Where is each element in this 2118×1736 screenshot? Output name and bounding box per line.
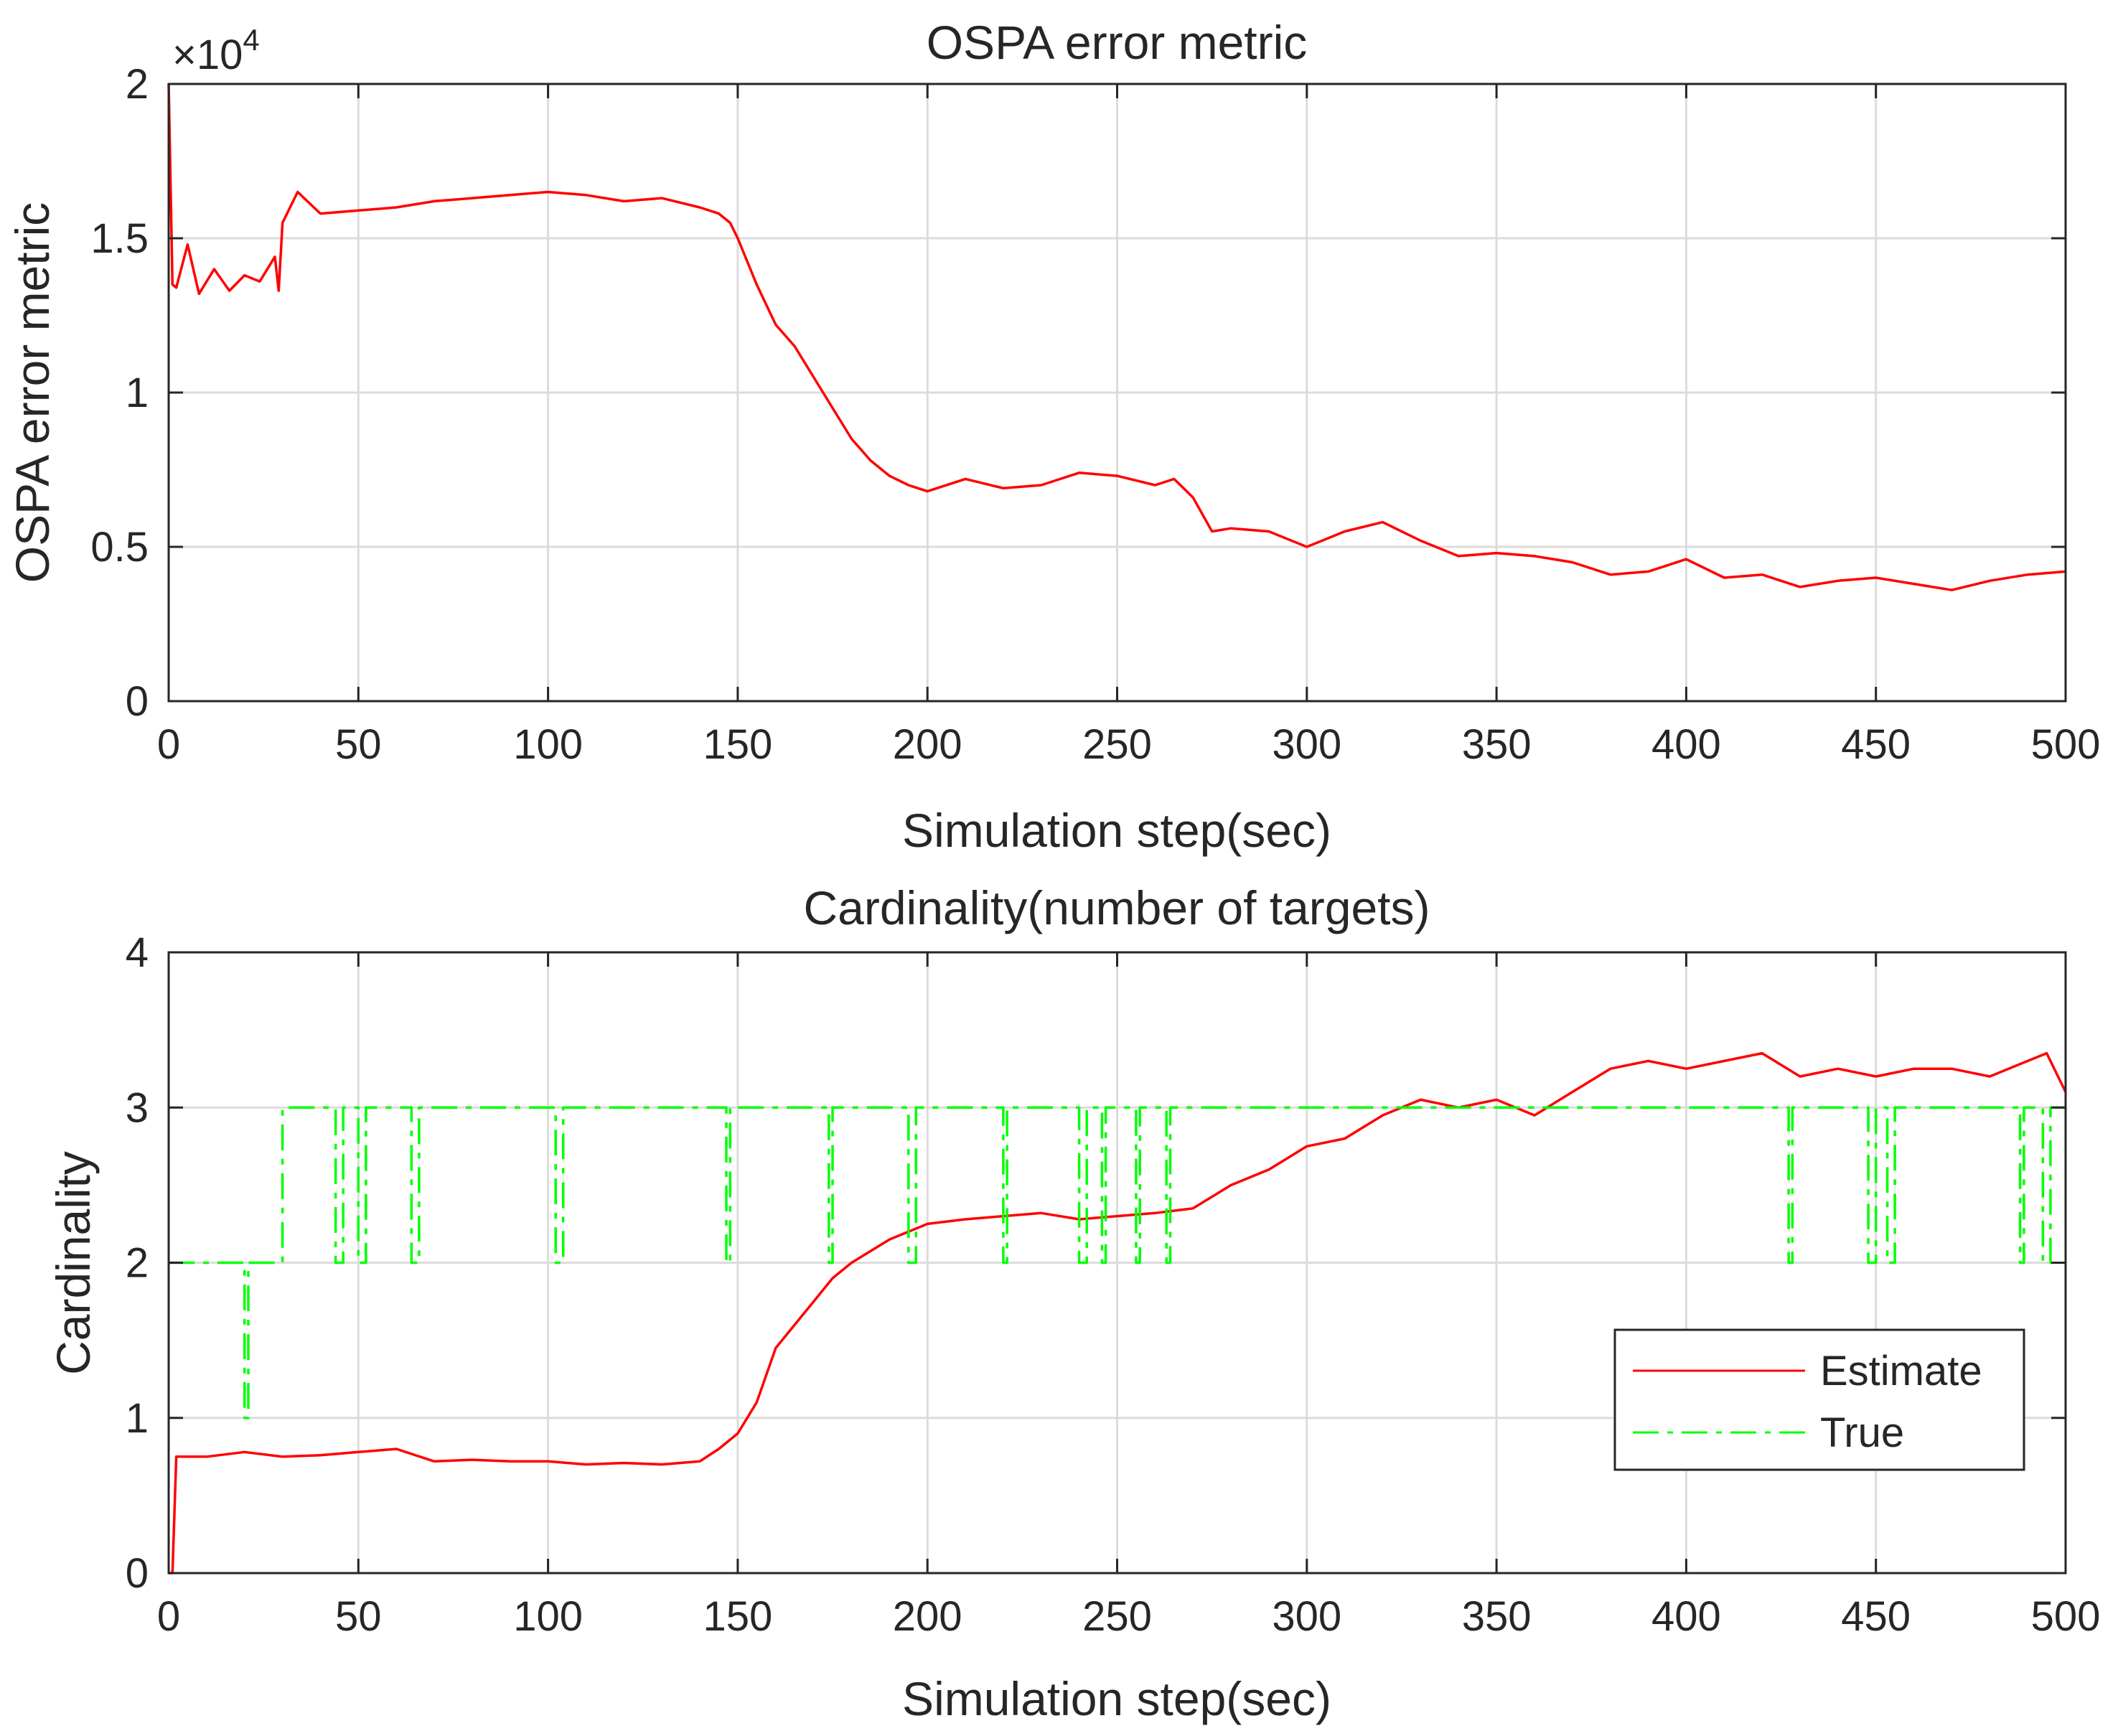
cardinality-y-tick-label: 3 — [126, 1084, 149, 1131]
ospa-chart-title: OSPA error metric — [927, 16, 1308, 69]
cardinality-x-tick-label: 300 — [1272, 1593, 1341, 1640]
ospa-series-ospa-line — [167, 83, 2066, 591]
cardinality-chart-title: Cardinality(number of targets) — [803, 881, 1430, 934]
ospa-exponent-label: ×104 — [172, 23, 260, 78]
ospa-x-tick-label: 150 — [703, 721, 773, 768]
ospa-y-tick-label: 2 — [126, 61, 149, 108]
cardinality-chart: 0 50 100 150 200 250 300 350 400 450 500 0 1 2 3 4 Card… — [47, 881, 2100, 1725]
ospa-y-tick-label: 1.5 — [90, 215, 149, 262]
cardinality-x-tick-label: 150 — [703, 1593, 773, 1640]
cardinality-x-tick-label: 400 — [1651, 1593, 1721, 1640]
cardinality-y-tick-label: 1 — [126, 1395, 149, 1442]
cardinality-x-axis-label: Simulation step(sec) — [902, 1672, 1331, 1725]
ospa-y-tick-label: 0.5 — [90, 524, 149, 571]
cardinality-x-tick-label: 0 — [157, 1593, 180, 1640]
cardinality-series-estimate-line — [169, 1051, 2067, 1575]
ospa-x-tick-label: 300 — [1272, 721, 1341, 768]
cardinality-y-tick-label: 2 — [126, 1240, 149, 1287]
ospa-y-tick-label: 1 — [126, 370, 149, 416]
ospa-x-tick-label: 100 — [513, 721, 583, 768]
ospa-x-axis-label: Simulation step(sec) — [902, 804, 1331, 857]
legend: Estimate True — [1613, 1328, 2025, 1471]
legend-true-label: True — [1820, 1409, 1904, 1456]
ospa-exponent-power: 4 — [243, 23, 259, 57]
ospa-x-tick-label: 50 — [335, 721, 382, 768]
cardinality-y-tick-label: 4 — [126, 929, 149, 976]
cardinality-x-tick-label: 500 — [2031, 1593, 2101, 1640]
ospa-x-tick-label: 0 — [157, 721, 180, 768]
ospa-chart: 0 50 100 150 200 250 300 350 400 450 50000.511.52 … — [6, 16, 2100, 857]
cardinality-x-tick-label: 450 — [1841, 1593, 1911, 1640]
ospa-x-tick-label: 500 — [2031, 721, 2101, 768]
ospa-x-tick-label: 450 — [1841, 721, 1911, 768]
cardinality-x-tick-label: 200 — [893, 1593, 962, 1640]
ospa-x-tick-label: 250 — [1082, 721, 1152, 768]
cardinality-y-axis-label: Cardinality — [47, 1151, 100, 1375]
cardinality-x-tick-label: 350 — [1462, 1593, 1532, 1640]
cardinality-x-tick-label: 50 — [335, 1593, 382, 1640]
ospa-x-tick-label: 400 — [1651, 721, 1721, 768]
ospa-y-axis-label: OSPA error metric — [6, 202, 59, 583]
legend-box — [1613, 1328, 2025, 1471]
ospa-x-tick-label: 350 — [1462, 721, 1532, 768]
ospa-x-tick-label: 200 — [893, 721, 962, 768]
cardinality-x-tick-label: 250 — [1082, 1593, 1152, 1640]
ospa-y-tick-label: 0 — [126, 678, 149, 725]
cardinality-series-true-line — [169, 1106, 2066, 1420]
ospa-exponent-base: ×10 — [172, 32, 243, 78]
cardinality-y-tick-label: 0 — [126, 1550, 149, 1597]
cardinality-x-tick-label: 100 — [513, 1593, 583, 1640]
legend-estimate-label: Estimate — [1820, 1348, 1982, 1394]
